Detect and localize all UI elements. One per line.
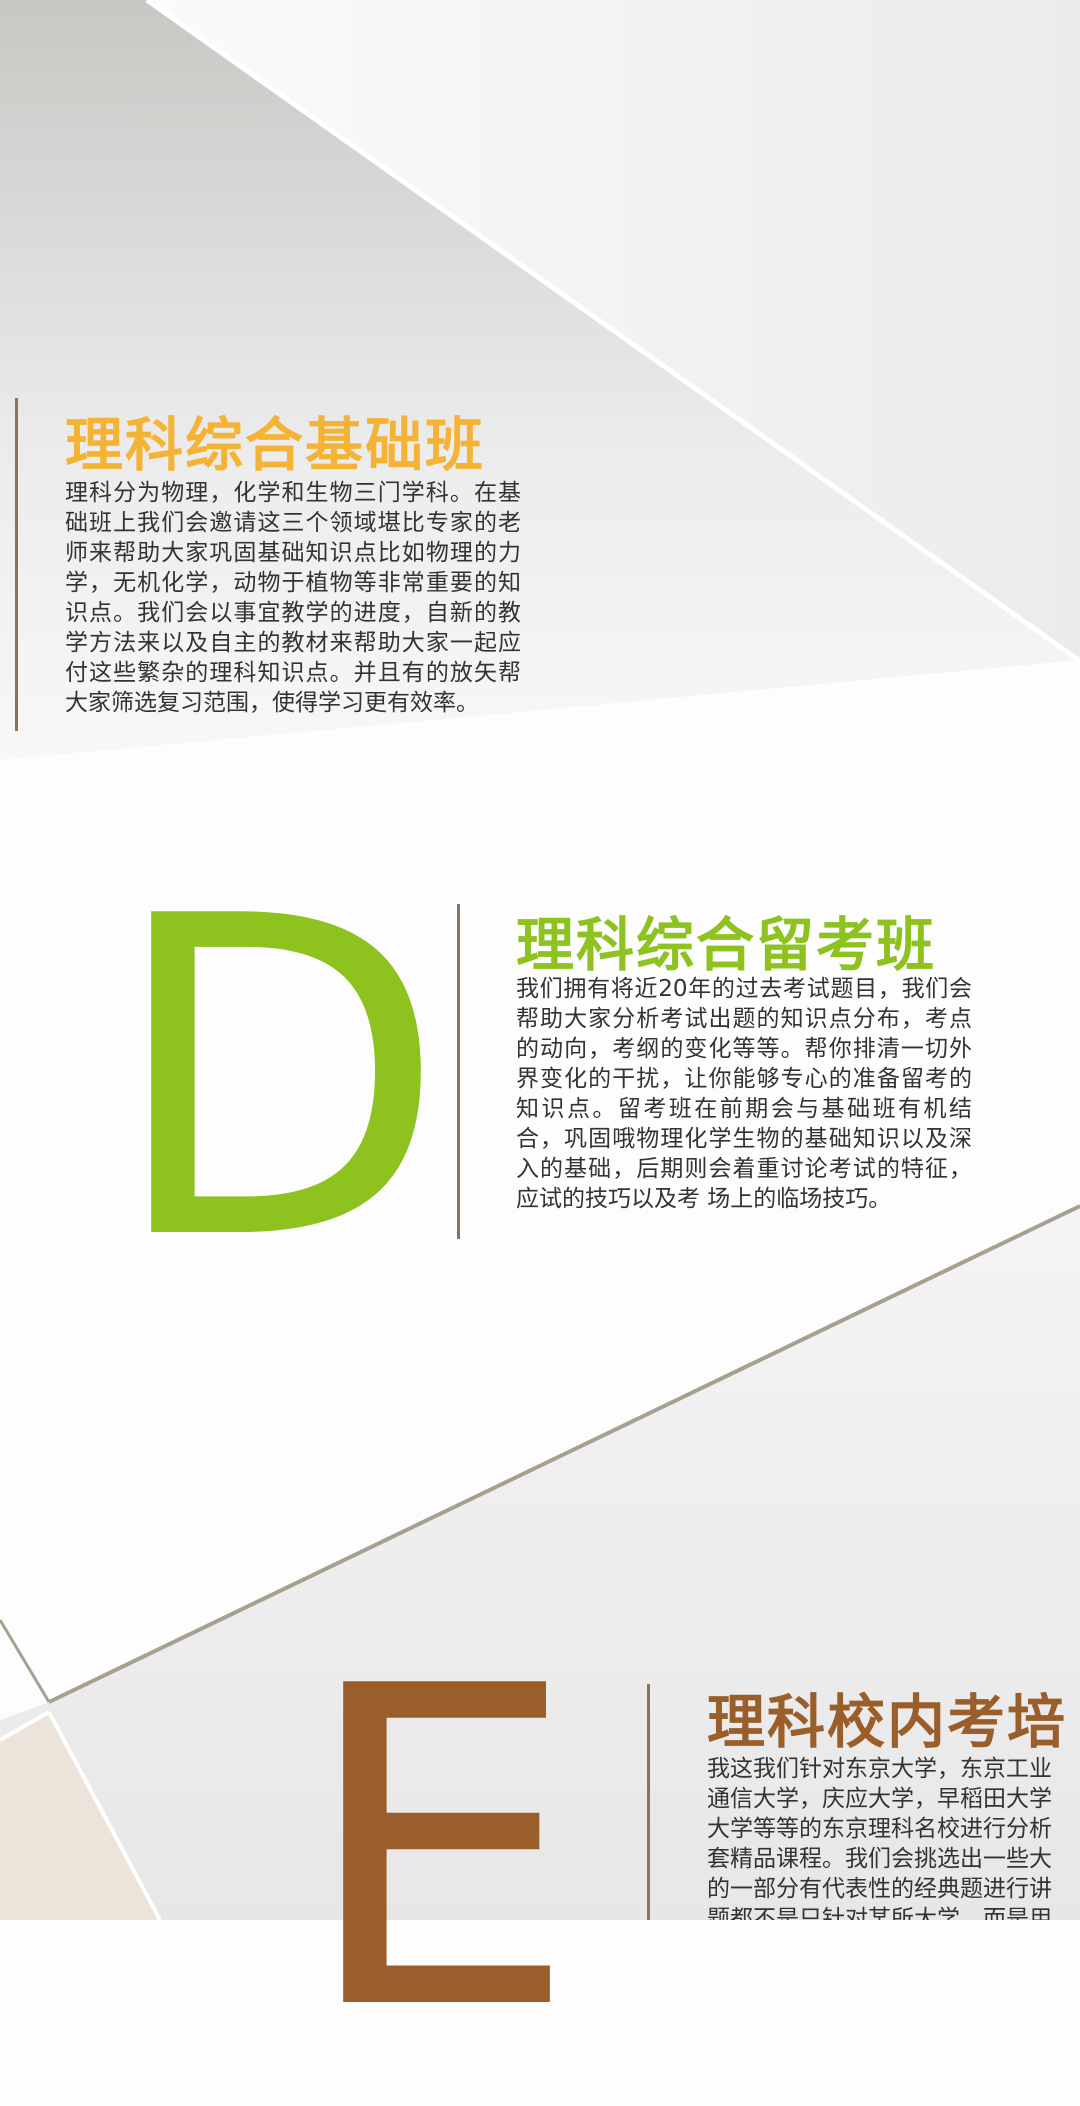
body-line: 通信大学，庆应大学，早稻田大学 bbox=[707, 1786, 1052, 1812]
section-title: 理科综合基础班 bbox=[65, 411, 486, 479]
section-body: 我这我们针对东京大学，东京工业 通信大学，庆应大学，早稻田大学 大学等等的东京理科名… bbox=[707, 1754, 1080, 1920]
body-line: 题都不是只针对某所大学，而是用 bbox=[707, 1906, 1052, 1920]
divider bbox=[647, 1684, 650, 1920]
section-title: 理科校内考培 bbox=[707, 1688, 1068, 1756]
background bbox=[0, 0, 1080, 1920]
body-line: 的一部分有代表性的经典题进行讲 bbox=[707, 1876, 1052, 1902]
section-letter: E bbox=[300, 1594, 579, 2106]
divider bbox=[15, 398, 18, 731]
body-line: 套精品课程。我们会挑选出一些大 bbox=[707, 1846, 1052, 1872]
body-line: 大学等等的东京理科名校进行分析 bbox=[707, 1816, 1052, 1842]
section-body: 我们拥有将近20年的过去考试题目，我们会帮助大家分析考试出题的知识点分布，考点的… bbox=[516, 976, 972, 1212]
body-line: 我这我们针对东京大学，东京工业 bbox=[707, 1756, 1052, 1782]
section-letter: D bbox=[108, 824, 447, 1336]
section-title: 理科综合留考班 bbox=[516, 911, 937, 979]
divider bbox=[457, 904, 460, 1239]
section-body: 理科分为物理，化学和生物三门学科。在基础班上我们会邀请这三个领域堪比专家的老师来… bbox=[65, 480, 521, 716]
